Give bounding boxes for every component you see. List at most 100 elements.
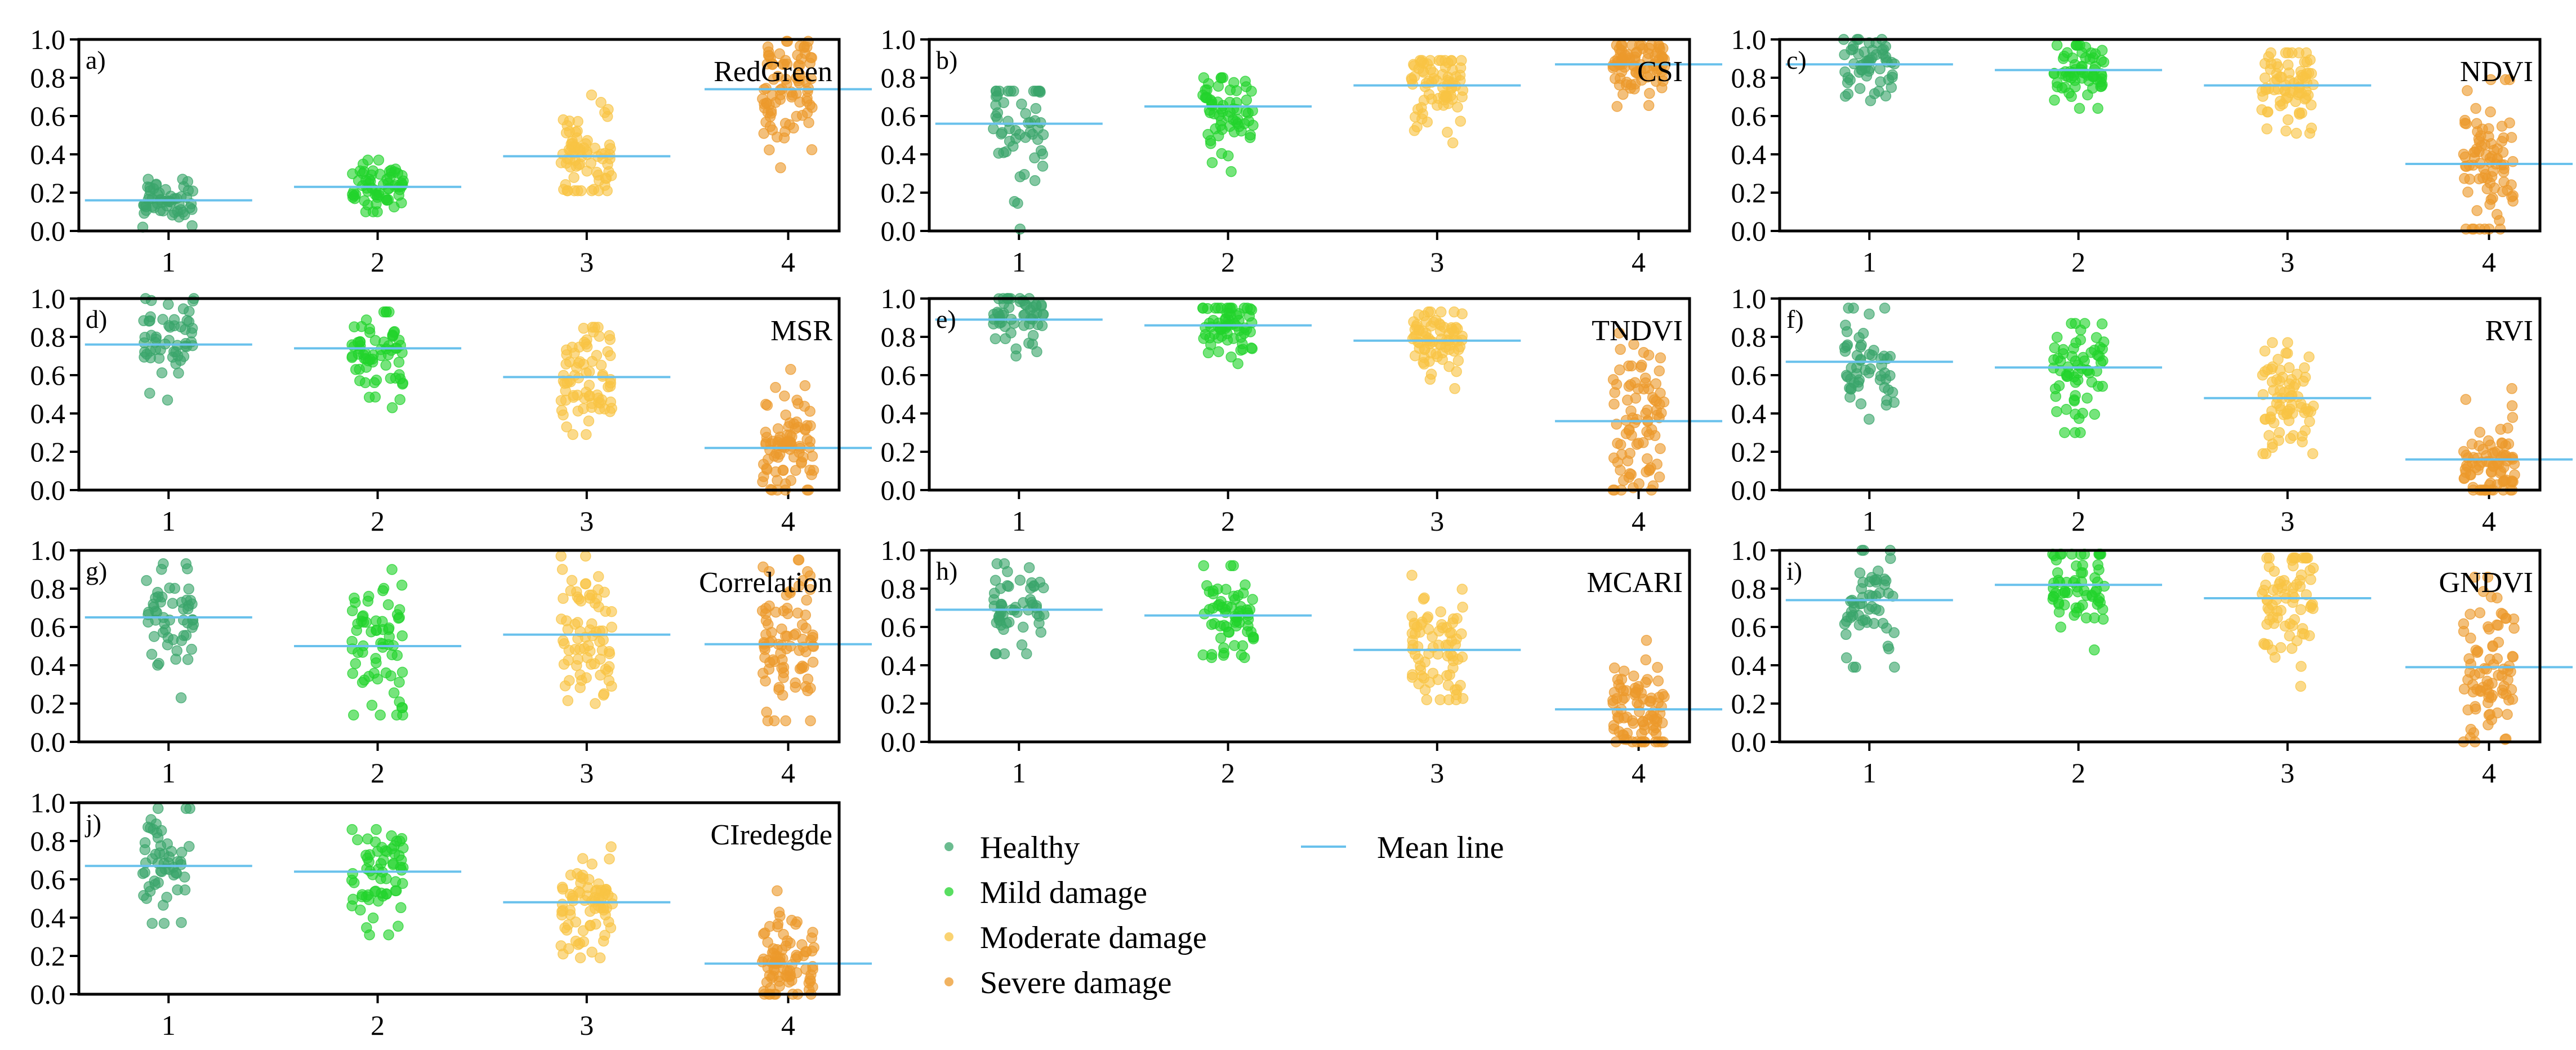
data-point-severe — [1654, 471, 1665, 483]
data-point-moderate — [603, 381, 614, 393]
data-point-healthy — [1037, 309, 1049, 320]
panel-letter: f) — [1786, 305, 1804, 333]
data-point-healthy — [141, 893, 152, 904]
x-tick-label: 3 — [580, 1009, 594, 1041]
legend: Healthy Mild damage Moderate damage Severe … — [944, 830, 1504, 1000]
panel-title: MSR — [770, 315, 832, 347]
data-point-mild — [2059, 82, 2071, 93]
data-point-moderate — [1449, 383, 1460, 394]
data-point-healthy — [146, 648, 158, 660]
data-point-healthy — [152, 660, 163, 671]
data-point-mild — [359, 674, 370, 686]
data-point-severe — [1635, 687, 1647, 698]
panel-rvi: 0.0 0.2 0.4 0.6 0.8 1.0 1 2 3 4 f) RVI — [1731, 283, 2573, 537]
data-point-healthy — [1864, 308, 1875, 320]
data-point-severe — [1644, 69, 1656, 81]
data-point-severe — [2494, 215, 2505, 226]
data-point-mild — [2065, 72, 2077, 84]
x-tick-label: 3 — [2280, 505, 2294, 537]
data-point-mild — [2078, 352, 2089, 363]
data-point-healthy — [144, 181, 155, 193]
data-point-mild — [356, 891, 368, 902]
data-point-severe — [804, 570, 816, 581]
data-point-moderate — [2291, 368, 2303, 380]
panel-letter: h) — [936, 557, 957, 585]
data-point-severe — [2482, 697, 2494, 709]
data-point-healthy — [173, 367, 184, 379]
data-point-moderate — [574, 682, 586, 693]
data-point-severe — [791, 949, 802, 961]
data-point-moderate — [559, 377, 571, 389]
data-point-mild — [1206, 157, 1218, 168]
data-point-moderate — [1406, 570, 1418, 581]
data-point-healthy — [1848, 302, 1859, 314]
data-point-healthy — [1029, 152, 1040, 164]
data-point-mild — [2098, 56, 2110, 68]
data-point-severe — [772, 921, 783, 933]
data-point-severe — [759, 652, 770, 663]
data-point-moderate — [584, 390, 595, 402]
panel-letter: i) — [1786, 557, 1802, 585]
data-point-healthy — [157, 626, 169, 638]
data-point-mild — [1202, 302, 1213, 314]
data-point-moderate — [2260, 579, 2271, 591]
data-point-moderate — [595, 359, 607, 371]
y-tick-label: 0.0 — [881, 474, 916, 506]
data-point-healthy — [188, 619, 199, 630]
data-point-moderate — [591, 884, 603, 896]
x-tick-label: 1 — [162, 1009, 176, 1041]
data-point-healthy — [1012, 198, 1023, 209]
data-point-mild — [1198, 608, 1210, 620]
data-point-moderate — [2259, 345, 2271, 357]
data-point-moderate — [2307, 448, 2319, 460]
data-point-healthy — [184, 840, 195, 852]
data-point-mild — [364, 327, 376, 338]
data-point-moderate — [1425, 368, 1437, 380]
data-point-moderate — [2266, 376, 2278, 388]
data-point-healthy — [1844, 391, 1856, 403]
data-point-severe — [2508, 622, 2520, 634]
data-point-moderate — [559, 638, 570, 649]
data-point-severe — [795, 40, 806, 52]
data-point-healthy — [1003, 581, 1014, 592]
data-point-healthy — [1857, 577, 1869, 588]
y-tick-label: 1.0 — [881, 283, 916, 314]
data-point-mild — [352, 834, 363, 846]
y-tick-label: 0.8 — [881, 62, 916, 94]
data-point-severe — [776, 623, 787, 635]
y-tick-label: 0.0 — [30, 726, 66, 758]
data-point-severe — [2507, 651, 2518, 662]
data-point-mild — [2048, 354, 2060, 366]
data-point-moderate — [1456, 308, 1468, 319]
data-point-severe — [790, 465, 801, 476]
data-point-healthy — [1863, 367, 1875, 379]
data-point-moderate — [2296, 569, 2307, 581]
data-point-moderate — [1423, 624, 1434, 635]
y-tick-label: 0.4 — [881, 398, 916, 429]
data-point-severe — [1651, 459, 1663, 470]
y-tick-label: 0.4 — [881, 139, 916, 170]
data-point-mild — [394, 677, 405, 688]
x-tick-label: 1 — [162, 246, 176, 278]
data-point-severe — [1624, 424, 1635, 435]
data-point-mild — [1216, 148, 1227, 159]
data-point-moderate — [571, 586, 582, 598]
data-point-severe — [2484, 199, 2495, 210]
data-point-severe — [780, 409, 791, 421]
data-point-severe — [1642, 453, 1653, 465]
data-point-severe — [1640, 407, 1651, 419]
data-point-healthy — [186, 220, 198, 232]
data-point-severe — [1608, 452, 1620, 464]
data-point-moderate — [1456, 91, 1468, 103]
data-point-severe — [760, 629, 772, 640]
data-point-mild — [2086, 376, 2097, 388]
y-tick-label: 1.0 — [881, 24, 916, 55]
y-tick-label: 0.4 — [30, 139, 66, 170]
data-point-mild — [347, 867, 358, 879]
data-point-severe — [766, 947, 778, 959]
data-point-moderate — [2265, 58, 2277, 69]
data-point-mild — [2075, 427, 2086, 438]
data-point-severe — [2506, 383, 2517, 394]
data-point-severe — [780, 715, 791, 727]
data-point-severe — [2496, 121, 2508, 132]
